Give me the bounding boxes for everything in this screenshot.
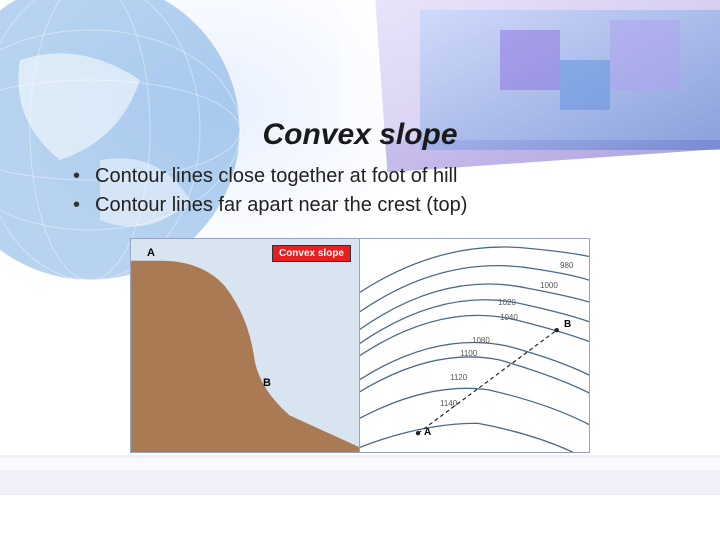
label-a-profile: A [147, 247, 155, 259]
label-b-profile: B [263, 377, 271, 389]
contour-value: 1080 [472, 336, 490, 345]
bullet-item: Contour lines far apart near the crest (… [95, 191, 720, 220]
contour-value: 1020 [498, 298, 516, 307]
contour-value: 1100 [460, 349, 477, 358]
diagram-container: Convex slope A B [130, 238, 590, 453]
slide-title: Convex slope [0, 118, 720, 152]
contour-value: 1120 [450, 373, 467, 382]
profile-svg [131, 239, 359, 452]
contour-value: 1000 [540, 281, 558, 290]
contour-value: 1040 [500, 313, 518, 322]
profile-panel: Convex slope A B [131, 239, 360, 452]
bullet-item: Contour lines close together at foot of … [95, 162, 720, 191]
contour-svg [360, 239, 589, 452]
label-a-map: A [424, 427, 431, 438]
contour-value: 980 [560, 261, 573, 270]
contour-value: 1140 [440, 399, 457, 408]
contour-panel: A B 980 1000 1020 1040 1080 1100 1120 11… [360, 239, 589, 452]
convex-badge: Convex slope [272, 245, 351, 262]
label-b-map: B [564, 319, 571, 330]
bullet-list: Contour lines close together at foot of … [0, 162, 720, 220]
